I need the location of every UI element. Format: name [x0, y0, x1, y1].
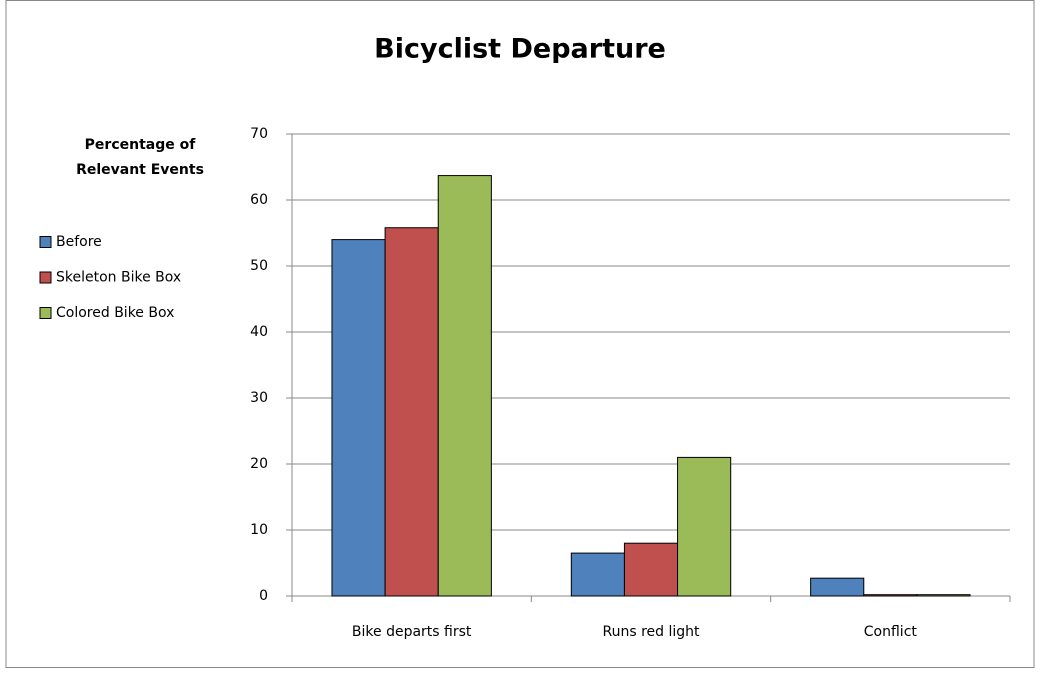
y-axis-label: Percentage of Relevant Events — [76, 137, 204, 178]
bar — [623, 542, 679, 597]
bar — [437, 175, 492, 597]
bar — [384, 227, 439, 597]
legend-label: Colored Bike Box — [56, 305, 174, 321]
y-tick-label: 40 — [250, 324, 268, 340]
bar — [570, 552, 625, 597]
bar — [331, 239, 386, 597]
y-tick-label: 20 — [250, 456, 268, 472]
chart-border — [5, 0, 1035, 668]
y-tick-label: 30 — [250, 390, 268, 406]
chart-title: Bicyclist Departure — [374, 34, 666, 65]
legend-swatch — [39, 271, 52, 284]
y-tick-label: 50 — [250, 258, 268, 274]
x-tick-label: Runs red light — [602, 624, 700, 640]
x-tick-label: Conflict — [864, 624, 918, 640]
y-tick-label: 10 — [250, 522, 268, 538]
legend-swatch — [39, 236, 52, 248]
legend-label: Before — [56, 234, 102, 250]
y-tick-label: 0 — [259, 588, 268, 604]
bar — [810, 577, 865, 597]
y-tick-label: 60 — [250, 192, 268, 208]
bar — [677, 456, 732, 597]
y-tick-label: 70 — [250, 126, 268, 142]
legend-label: Skeleton Bike Box — [56, 270, 181, 286]
x-tick-label: Bike departs first — [352, 624, 472, 640]
bar — [863, 594, 918, 597]
bar — [916, 594, 971, 597]
legend-swatch — [39, 307, 52, 319]
